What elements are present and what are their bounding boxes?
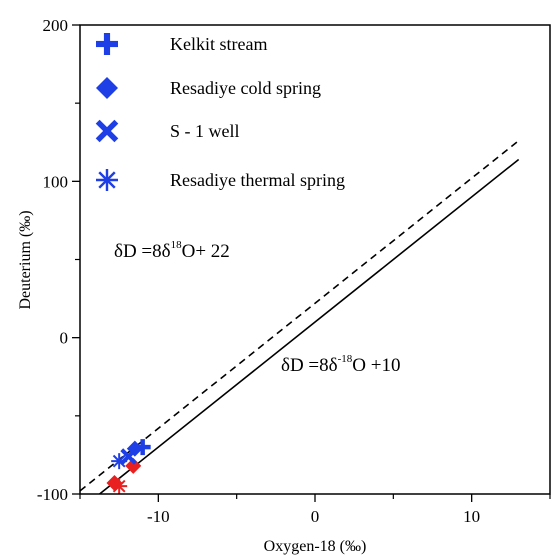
- eq1-delta: δ: [162, 241, 171, 262]
- legend-item-4: Resadiye thermal spring: [96, 169, 345, 191]
- legend-symbol: [96, 169, 118, 191]
- series-1-point-1: [134, 439, 151, 456]
- reference-line-1: [80, 140, 520, 492]
- eq1-part-a: δD =8: [114, 241, 162, 262]
- legend-label: Resadiye thermal spring: [170, 170, 345, 190]
- x-tick-label: 0: [311, 507, 320, 526]
- legend-label: Resadiye cold spring: [170, 78, 321, 98]
- legend-label: Kelkit stream: [170, 34, 267, 54]
- legend-label: S - 1 well: [170, 121, 240, 141]
- x-axis-title: Oxygen-18 (‰): [264, 538, 367, 555]
- series-2-point-1: [126, 440, 143, 457]
- y-tick-label: 200: [43, 16, 69, 35]
- x-tick-label: 10: [463, 507, 480, 526]
- legend-symbol: [95, 119, 119, 143]
- equation-annotation-upper: δD =8δ18O+ 22: [114, 239, 230, 262]
- legend-symbol: [96, 33, 118, 55]
- eq2-delta: δ: [329, 355, 338, 376]
- legend-item-3: S - 1 well: [95, 119, 240, 143]
- y-tick-label: -100: [37, 485, 68, 504]
- eq2-part-c: O +10: [352, 355, 400, 376]
- red-marker-1: [125, 457, 142, 474]
- reference-line-2: [98, 158, 520, 494]
- eq1-sup: 18: [171, 239, 183, 251]
- data-markers: [106, 439, 151, 495]
- eq2-part-a: δD =8: [281, 355, 329, 376]
- y-tick-label: 100: [43, 172, 69, 191]
- equation-annotation-lower: δD =8δ-18O +10: [281, 353, 400, 376]
- eq1-part-c: O+ 22: [182, 241, 230, 262]
- series-4-point-1: [111, 453, 128, 470]
- legend-symbol: [96, 77, 118, 99]
- reference-lines: [80, 140, 520, 494]
- y-axis-title: Deuterium (‰): [17, 210, 34, 309]
- red-marker-3: [111, 478, 128, 495]
- legend: Kelkit stream Resadiye cold spring S - 1 w…: [95, 33, 345, 191]
- x-tick-label: -10: [147, 507, 170, 526]
- y-tick-label: 0: [60, 329, 69, 348]
- eq2-sup: -18: [338, 353, 353, 365]
- legend-item-2: Resadiye cold spring: [96, 77, 321, 99]
- legend-item-1: Kelkit stream: [96, 33, 267, 55]
